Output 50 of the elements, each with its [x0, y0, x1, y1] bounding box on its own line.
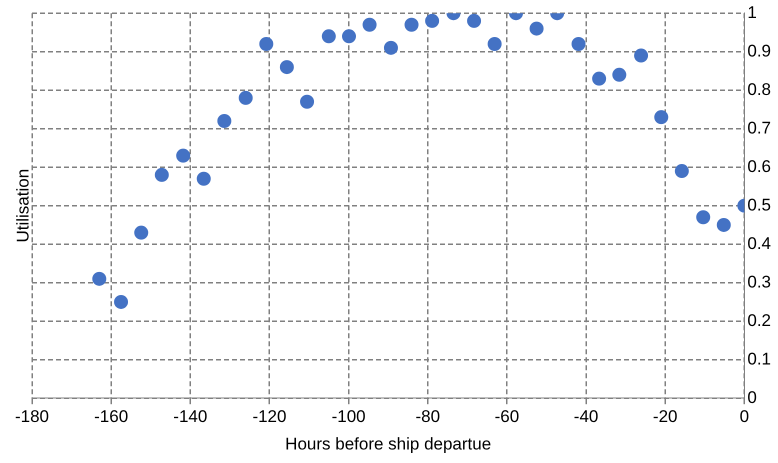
y-tick-label: 0.7 [747, 118, 772, 138]
y-tick-label: 0.4 [747, 234, 772, 253]
point [362, 18, 377, 32]
point [280, 60, 294, 74]
point [634, 48, 648, 63]
x-tick-label: -120 [252, 407, 286, 426]
x-tick-label: -20 [652, 407, 678, 426]
point [716, 218, 731, 232]
x-tick-label: -180 [14, 407, 50, 426]
point [530, 22, 544, 36]
point [238, 90, 253, 105]
y-tick-label: 0.9 [747, 41, 772, 60]
y-tick-label: 0.5 [747, 195, 772, 214]
point [674, 164, 689, 178]
point [217, 114, 232, 128]
y-tick-label: 1 [747, 2, 757, 22]
y-tick-label: 0.1 [747, 349, 772, 368]
x-tick-label: -40 [574, 407, 598, 426]
x-tick-label: -80 [415, 407, 440, 426]
y-tick-label: 0.8 [747, 80, 772, 99]
point [696, 210, 710, 224]
point [342, 29, 356, 44]
point [176, 148, 190, 163]
point [488, 37, 502, 51]
y-tick-label: 0 [747, 388, 757, 407]
point [467, 14, 482, 28]
x-axis-title: Hours before ship departue [285, 434, 492, 454]
point [134, 226, 148, 240]
point [572, 37, 586, 51]
point [612, 68, 626, 82]
point [592, 72, 606, 86]
x-tick-label: -140 [173, 407, 208, 426]
point [425, 14, 440, 28]
x-tick-label: -60 [494, 407, 520, 426]
y-tick-label: 0.6 [747, 156, 772, 176]
point [300, 94, 314, 109]
x-tick-label: -100 [332, 407, 366, 426]
point [92, 272, 106, 286]
y-tick-label: 0.2 [747, 310, 772, 330]
y-axis-title: Utilisation [14, 168, 33, 243]
point [384, 40, 398, 55]
point [114, 294, 128, 309]
point [404, 18, 419, 32]
point [654, 110, 668, 124]
point [196, 172, 211, 186]
x-tick-label: -160 [94, 407, 128, 426]
point [322, 29, 336, 44]
point [259, 37, 274, 51]
point [154, 168, 169, 182]
y-tick-label: 0.3 [747, 272, 772, 292]
